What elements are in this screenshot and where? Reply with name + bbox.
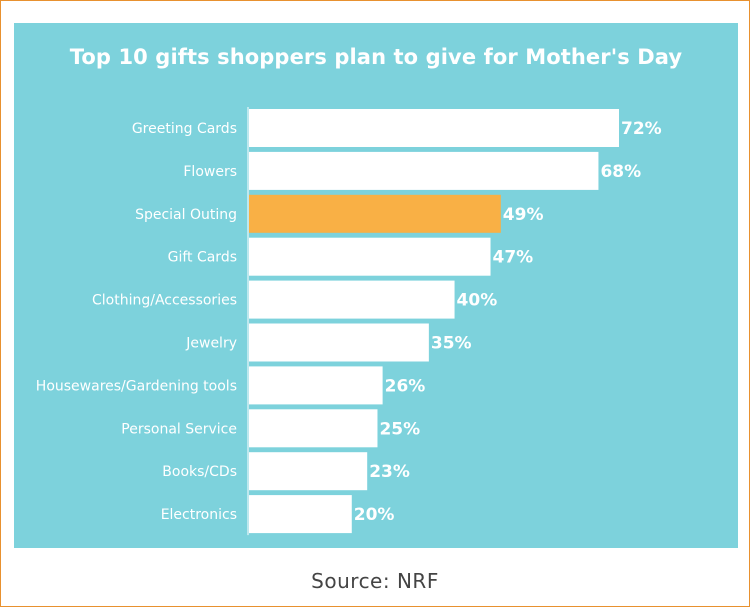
value-label-books-cds: 23% <box>369 462 410 482</box>
bar-chart: Greeting Cards 72% Flowers 68% Special Outin… <box>36 107 662 536</box>
bar-flowers <box>249 151 599 190</box>
value-label-greeting-cards: 72% <box>621 119 662 139</box>
bar-housewares-gardening-tools <box>249 366 383 405</box>
bar-electronics <box>249 495 352 534</box>
category-label-electronics: Electronics <box>161 507 237 523</box>
category-label-clothing-accessories: Clothing/Accessories <box>92 293 237 309</box>
chart-title: Top 10 gifts shoppers plan to give for M… <box>69 45 683 69</box>
category-label-personal-service: Personal Service <box>121 421 237 437</box>
category-label-jewelry: Jewelry <box>185 336 237 352</box>
bar-clothing-accessories <box>249 280 455 319</box>
value-label-electronics: 20% <box>354 505 395 525</box>
category-label-special-outing: Special Outing <box>135 207 237 223</box>
source-caption: Source: NRF <box>311 569 439 593</box>
bar-jewelry <box>249 323 429 362</box>
bar-books-cds <box>249 452 368 491</box>
chart-panel: Top 10 gifts shoppers plan to give for M… <box>14 23 738 548</box>
category-label-greeting-cards: Greeting Cards <box>132 121 237 137</box>
bar-special-outing <box>249 194 501 233</box>
category-label-flowers: Flowers <box>183 164 237 180</box>
value-label-personal-service: 25% <box>379 419 420 439</box>
value-label-gift-cards: 47% <box>493 248 534 268</box>
category-label-gift-cards: Gift Cards <box>168 250 237 266</box>
value-label-clothing-accessories: 40% <box>457 291 498 311</box>
value-label-housewares-gardening-tools: 26% <box>385 376 426 396</box>
value-label-special-outing: 49% <box>503 205 544 225</box>
bar-personal-service <box>249 409 378 448</box>
value-label-flowers: 68% <box>600 162 641 182</box>
bar-greeting-cards <box>249 109 619 147</box>
bar-gift-cards <box>249 237 491 276</box>
category-label-housewares-gardening-tools: Housewares/Gardening tools <box>36 378 237 394</box>
category-label-books-cds: Books/CDs <box>162 464 237 480</box>
value-label-jewelry: 35% <box>431 334 472 354</box>
